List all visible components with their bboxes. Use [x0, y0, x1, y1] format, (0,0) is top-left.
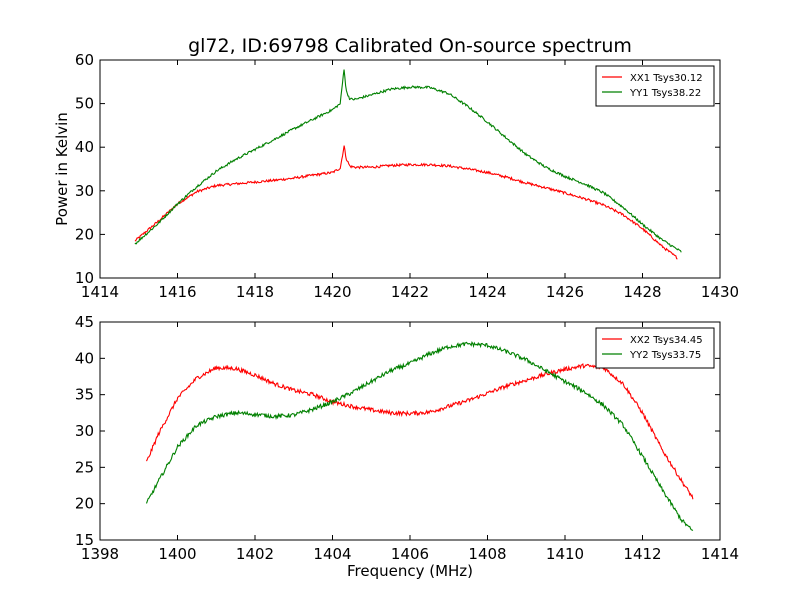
x-tick-label: 1402 [236, 545, 274, 563]
y-tick-label: 10 [75, 269, 94, 287]
bottom-chart: 1398 1400 1402 1404 1406 1408 1410 1412 1414 15 20… [75, 313, 739, 580]
y-axis-label: Power in Kelvin [53, 112, 71, 226]
series-line-2 [134, 69, 682, 253]
x-tick-label: 1430 [701, 283, 739, 301]
top-chart: 1414 1416 1418 1420 1422 1424 1426 1428 1430 10 20… [53, 35, 739, 301]
legend-label: YY2 Tsys33.75 [629, 350, 701, 361]
legend-label: XX2 Tsys34.45 [630, 335, 703, 346]
legend-label: YY1 Tsys38.22 [629, 88, 701, 99]
x-tick-label: 1426 [546, 283, 584, 301]
x-tick-label: 1424 [468, 283, 506, 301]
legend: XX2 Tsys34.45 YY2 Tsys33.75 [595, 327, 715, 369]
x-axis-label: Frequency (MHz) [347, 562, 473, 580]
y-tick-label: 20 [75, 225, 94, 243]
legend-label: XX1 Tsys30.12 [630, 73, 703, 84]
y-tick-label: 20 [75, 495, 94, 513]
y-tick-label: 50 [75, 95, 94, 113]
x-tick-label: 1414 [701, 545, 739, 563]
series-line-2 [145, 341, 694, 532]
legend: XX1 Tsys30.12 YY1 Tsys38.22 [595, 65, 715, 107]
y-tick-label: 25 [75, 458, 94, 476]
y-tick-label: 30 [75, 182, 94, 200]
y-tick-label: 30 [75, 422, 94, 440]
y-tick-label: 40 [75, 138, 94, 156]
x-tick-label: 1408 [468, 545, 506, 563]
legend-box [595, 327, 715, 369]
x-tick-label: 1406 [391, 545, 429, 563]
x-tick-label: 1422 [391, 283, 429, 301]
series-line-1 [134, 145, 678, 260]
legend-box [595, 65, 715, 107]
y-tick-label: 60 [75, 51, 94, 69]
x-tick-label: 1398 [81, 545, 119, 563]
x-tick-label: 1404 [313, 545, 351, 563]
y-tick-label: 45 [75, 313, 94, 331]
x-tick-label: 1414 [81, 283, 119, 301]
x-tick-label: 1416 [158, 283, 196, 301]
y-tick-label: 15 [75, 531, 94, 549]
x-tick-label: 1400 [158, 545, 196, 563]
x-tick-label: 1418 [236, 283, 274, 301]
x-tick-label: 1428 [623, 283, 661, 301]
chart-title: gl72, ID:69798 Calibrated On-source spec… [188, 35, 632, 57]
x-tick-label: 1420 [313, 283, 351, 301]
series-group [134, 69, 682, 260]
y-tick-label: 35 [75, 386, 94, 404]
x-tick-label: 1412 [623, 545, 661, 563]
y-tick-label: 40 [75, 349, 94, 367]
x-tick-label: 1410 [546, 545, 584, 563]
